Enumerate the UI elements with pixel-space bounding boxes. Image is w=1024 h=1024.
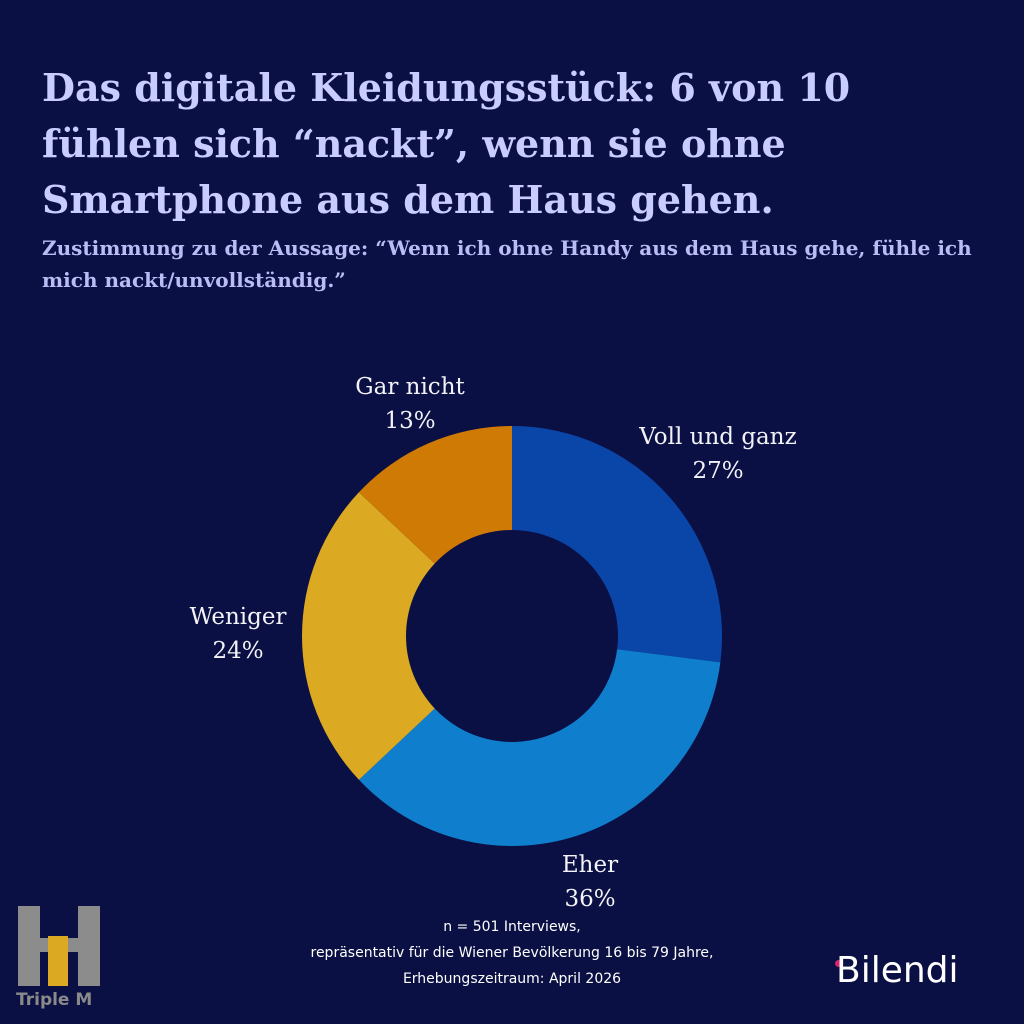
slice-label-eher: Eher 36% — [520, 848, 660, 916]
slice-category-label: Voll und ganz — [639, 424, 797, 450]
donut-slice-voll-und-ganz — [512, 426, 723, 663]
chart-subtitle: Zustimmung zu der Aussage: “Wenn ich ohn… — [42, 236, 972, 292]
footnote: n = 501 Interviews, repräsentativ für di… — [262, 914, 762, 992]
donut-slice-eher — [358, 649, 721, 847]
slice-value-label: 27% — [692, 458, 744, 484]
bilendi-logo-dot-icon — [835, 960, 842, 967]
slice-category-label: Eher — [561, 852, 619, 878]
bilendi-logo: Bilendi — [836, 950, 959, 991]
slice-value-label: 36% — [564, 886, 616, 912]
slice-label-voll-und-ganz: Voll und ganz 27% — [618, 420, 818, 488]
slice-label-weniger: Weniger 24% — [168, 600, 308, 668]
slice-value-label: 13% — [384, 408, 436, 434]
donut-slice-gar-nicht — [358, 426, 512, 564]
page-title: Das digitale Kleidungsstück: 6 von 10 fü… — [42, 65, 851, 222]
footnote-sample: n = 501 Interviews, — [443, 919, 581, 935]
slice-category-label: Weniger — [189, 604, 287, 630]
slice-value-label: 24% — [212, 638, 264, 664]
donut-slice-weniger — [302, 492, 435, 780]
triple-m-logo-text: Triple M — [16, 990, 93, 1010]
footnote-period: Erhebungszeitraum: April 2026 — [402, 971, 622, 987]
slice-category-label: Gar nicht — [355, 374, 465, 400]
slice-label-gar-nicht: Gar nicht 13% — [330, 370, 490, 438]
footnote-population: repräsentativ für die Wiener Bevölkerung… — [310, 945, 714, 961]
triple-m-logo-icon — [18, 906, 100, 986]
